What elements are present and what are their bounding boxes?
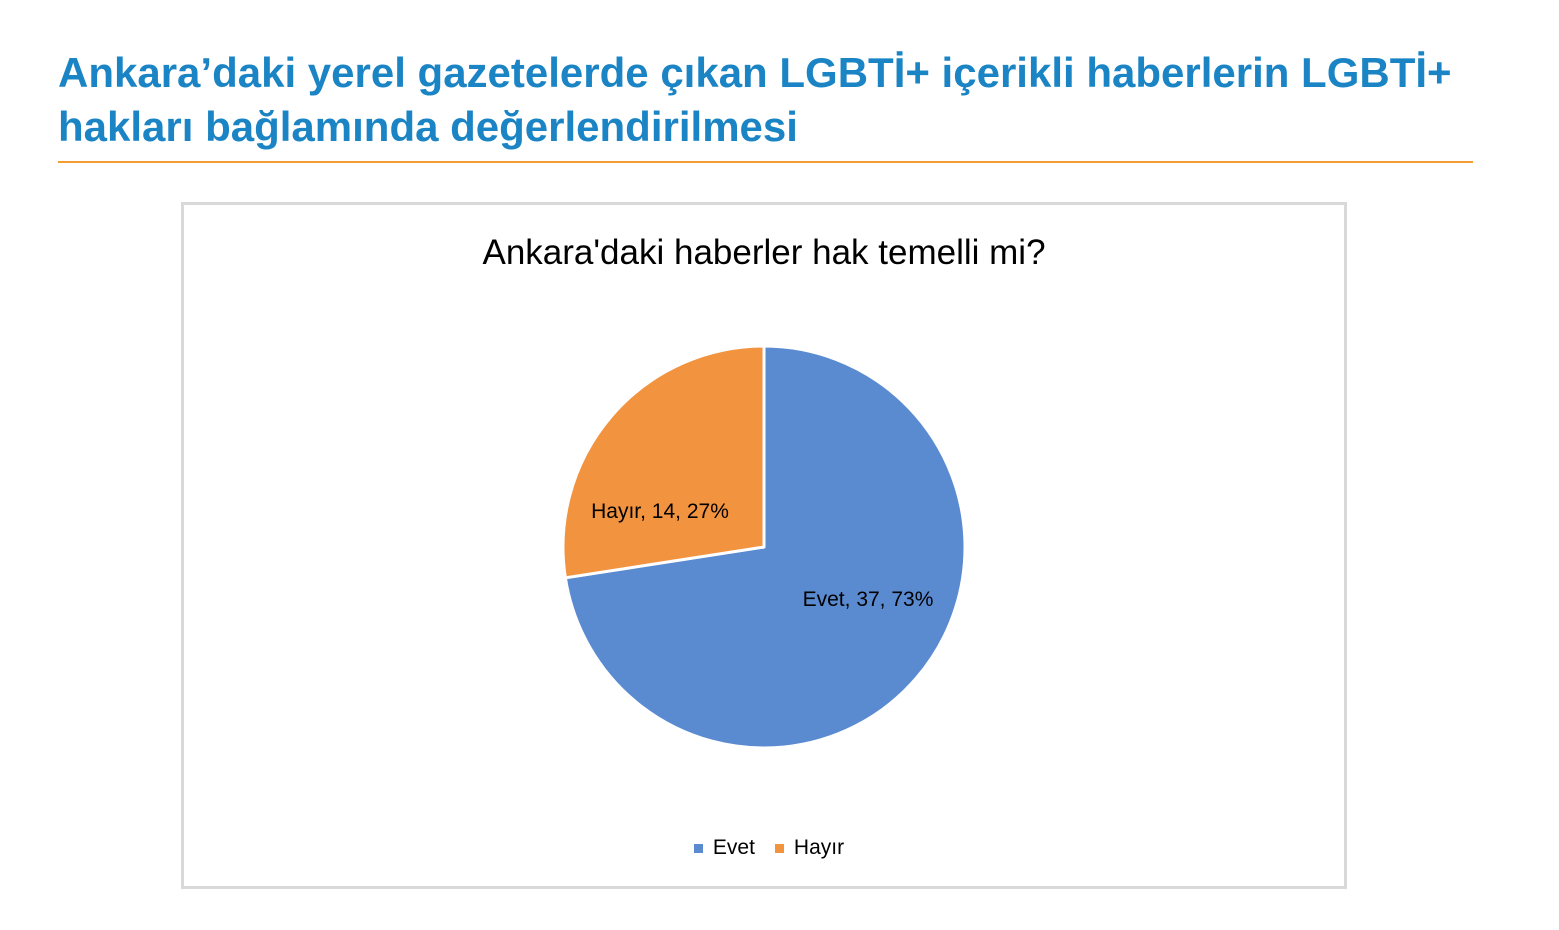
page-heading-line-1: Ankara’daki yerel gazetelerde çıkan LGBT… [58, 49, 1452, 96]
page-heading-line-2: hakları bağlamında değerlendirilmesi [58, 103, 798, 150]
pie-chart: Evet, 37, 73% Hayır, 14, 27% [561, 344, 967, 750]
data-label-evet: Evet, 37, 73% [803, 588, 934, 611]
heading-divider [58, 161, 1473, 163]
legend-item-hayir: Hayır [774, 835, 845, 861]
legend-item-evet: Evet [693, 835, 755, 861]
pie-slice-hayir [561, 344, 766, 580]
legend-label-hayir: Hayır [793, 836, 845, 859]
chart-title: Ankara'daki haberler hak temelli mi? [482, 233, 1046, 272]
legend-label-evet: Evet [712, 836, 755, 859]
chart-legend: Evet Hayır [619, 835, 919, 861]
legend-swatch-evet [693, 843, 703, 853]
legend-swatch-hayir [774, 843, 784, 853]
data-label-hayir: Hayır, 14, 27% [591, 500, 729, 523]
page-heading: Ankara’daki yerel gazetelerde çıkan LGBT… [58, 46, 1452, 154]
